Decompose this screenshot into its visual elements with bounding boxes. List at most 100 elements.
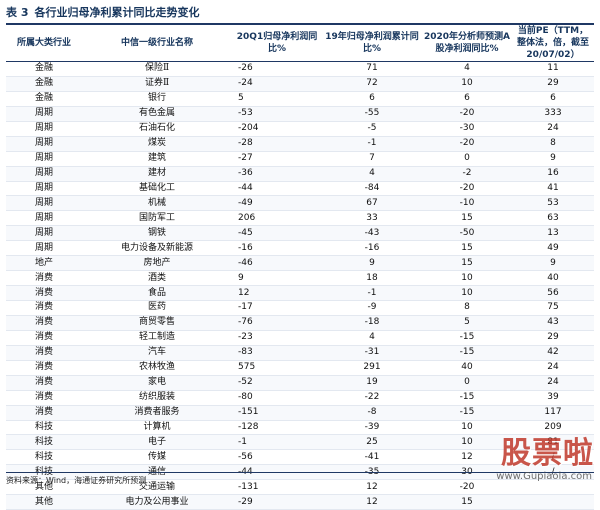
table-row: 周期 建筑 -27 7 0 9: [6, 151, 594, 167]
table-row: 消费 轻工制造 -23 4 -15 29: [6, 330, 594, 346]
cell-2020-forecast-yoy: -50: [422, 225, 512, 242]
cell-q1-profit-yoy: -128: [232, 420, 322, 436]
cell-2019-profit-yoy: -31: [322, 345, 422, 361]
cell-2019-profit-yoy: 9: [322, 255, 422, 272]
cell-2019-profit-yoy: 7: [322, 151, 422, 167]
cell-2019-profit-yoy: 291: [322, 360, 422, 376]
cell-2019-profit-yoy: 72: [322, 76, 422, 92]
cell-2020-forecast-yoy: -20: [422, 136, 512, 152]
table-title-text: 各行业归母净利累计同比走势变化: [34, 6, 200, 19]
cell-current-pe: 43: [512, 315, 594, 331]
cell-2020-forecast-yoy: 4: [422, 61, 512, 77]
table-row: 科技 电子 -1 25 10 81: [6, 434, 594, 451]
cell-q1-profit-yoy: -151: [232, 405, 322, 421]
table-row: 科技 计算机 -128 -39 10 209: [6, 420, 594, 436]
cell-current-pe: 29: [512, 76, 594, 92]
cell-sector: 消费: [6, 300, 82, 316]
cell-2019-profit-yoy: -1: [322, 136, 422, 152]
cell-2020-forecast-yoy: 10: [422, 434, 512, 451]
cell-2019-profit-yoy: -5: [322, 121, 422, 137]
cell-q1-profit-yoy: -26: [232, 61, 322, 77]
table-row: 消费 食品 12 -1 10 56: [6, 285, 594, 301]
cell-sector: 周期: [6, 240, 82, 257]
table-row: 周期 机械 -49 67 -10 53: [6, 195, 594, 212]
cell-2020-forecast-yoy: -15: [422, 345, 512, 361]
cell-q1-profit-yoy: -76: [232, 315, 322, 331]
table-row: 消费 消费者服务 -151 -8 -15 117: [6, 405, 594, 421]
cell-2020-forecast-yoy: -2: [422, 166, 512, 182]
cell-industry: 房地产: [82, 255, 232, 272]
cell-industry: 传媒: [82, 449, 232, 466]
cell-q1-profit-yoy: -131: [232, 479, 322, 496]
cell-q1-profit-yoy: -36: [232, 166, 322, 182]
cell-2019-profit-yoy: -8: [322, 405, 422, 421]
table-body: 金融 保险Ⅱ -26 71 4 11 金融 证券Ⅱ -24 72 10 29 金融 银行 5 6 6 6 周期 有色金…: [6, 61, 594, 510]
cell-2019-profit-yoy: 18: [322, 270, 422, 287]
cell-2020-forecast-yoy: -15: [422, 390, 512, 406]
cell-2019-profit-yoy: 12: [322, 479, 422, 496]
cell-current-pe: 8: [512, 136, 594, 152]
cell-2019-profit-yoy: -9: [322, 300, 422, 316]
cell-q1-profit-yoy: -83: [232, 345, 322, 361]
cell-2020-forecast-yoy: -15: [422, 405, 512, 421]
cell-q1-profit-yoy: -52: [232, 375, 322, 391]
cell-q1-profit-yoy: -24: [232, 76, 322, 92]
cell-q1-profit-yoy: -49: [232, 195, 322, 212]
cell-current-pe: 24: [512, 121, 594, 137]
column-header-q1-profit-yoy: 20Q1归母净利润同比%: [232, 25, 322, 62]
cell-industry: 商贸零售: [82, 315, 232, 331]
cell-industry: 计算机: [82, 420, 232, 436]
cell-2019-profit-yoy: 33: [322, 210, 422, 227]
cell-current-pe: 11: [512, 61, 594, 77]
cell-2020-forecast-yoy: -20: [422, 181, 512, 197]
cell-2020-forecast-yoy: 15: [422, 210, 512, 227]
cell-industry: 电力设备及新能源: [82, 240, 232, 257]
table-row: 周期 石油石化 -204 -5 -30 24: [6, 121, 594, 137]
cell-current-pe: 56: [512, 285, 594, 301]
table-row: 消费 酒类 9 18 10 40: [6, 270, 594, 287]
cell-industry: 银行: [82, 91, 232, 107]
cell-sector: 消费: [6, 375, 82, 391]
cell-2020-forecast-yoy: 10: [422, 76, 512, 92]
cell-industry: 轻工制造: [82, 330, 232, 346]
column-header-sector: 所属大类行业: [6, 25, 82, 62]
cell-2020-forecast-yoy: -20: [422, 106, 512, 122]
table-row: 周期 基础化工 -44 -84 -20 41: [6, 181, 594, 197]
cell-current-pe: 75: [512, 300, 594, 316]
cell-industry: 国防军工: [82, 210, 232, 227]
cell-current-pe: 24: [512, 375, 594, 391]
cell-sector: 消费: [6, 345, 82, 361]
cell-sector: 其他: [6, 494, 82, 510]
cell-sector: 周期: [6, 121, 82, 137]
cell-sector: 消费: [6, 360, 82, 376]
column-header-industry: 中信一级行业名称: [82, 25, 232, 62]
cell-2019-profit-yoy: -41: [322, 449, 422, 466]
table-header-row: 所属大类行业 中信一级行业名称 20Q1归母净利润同比% 19年归母净利润累计同…: [6, 25, 594, 62]
cell-sector: 周期: [6, 225, 82, 242]
cell-current-pe: 9: [512, 255, 594, 272]
cell-2019-profit-yoy: 25: [322, 434, 422, 451]
cell-q1-profit-yoy: -23: [232, 330, 322, 346]
cell-industry: 农林牧渔: [82, 360, 232, 376]
cell-current-pe: 117: [512, 405, 594, 421]
cell-2019-profit-yoy: 71: [322, 61, 422, 77]
cell-2019-profit-yoy: -39: [322, 420, 422, 436]
cell-q1-profit-yoy: -17: [232, 300, 322, 316]
cell-q1-profit-yoy: -1: [232, 434, 322, 451]
cell-sector: 消费: [6, 315, 82, 331]
cell-industry: 有色金属: [82, 106, 232, 122]
cell-sector: 消费: [6, 330, 82, 346]
table-row: 金融 银行 5 6 6 6: [6, 91, 594, 107]
cell-sector: 科技: [6, 434, 82, 451]
cell-q1-profit-yoy: -53: [232, 106, 322, 122]
cell-2019-profit-yoy: -84: [322, 181, 422, 197]
cell-2020-forecast-yoy: 10: [422, 285, 512, 301]
cell-q1-profit-yoy: -27: [232, 151, 322, 167]
table-row: 周期 有色金属 -53 -55 -20 333: [6, 106, 594, 122]
cell-sector: 周期: [6, 166, 82, 182]
cell-2020-forecast-yoy: -15: [422, 330, 512, 346]
table-row: 科技 传媒 -56 -41 12/: [6, 449, 594, 466]
cell-sector: 周期: [6, 181, 82, 197]
cell-2020-forecast-yoy: 40: [422, 360, 512, 376]
cell-sector: 科技: [6, 420, 82, 436]
